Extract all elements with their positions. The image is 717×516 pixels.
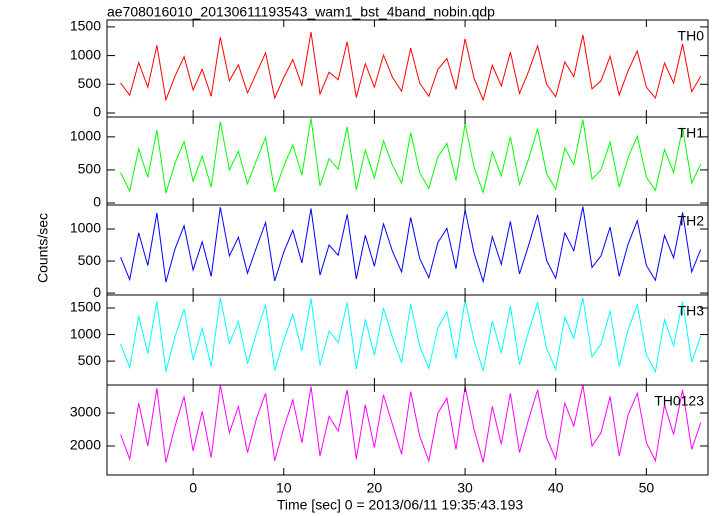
light-curve	[120, 32, 702, 102]
y-axis-label: Counts/sec	[35, 213, 51, 283]
y-tick-label: 3000	[70, 404, 101, 420]
panel-label: TH1	[678, 125, 705, 141]
y-tick-label: 500	[78, 75, 102, 91]
light-curve	[120, 118, 702, 195]
x-tick-label: 50	[639, 480, 655, 496]
y-tick-label: 1000	[70, 325, 101, 341]
y-tick-label: 500	[78, 252, 102, 268]
x-axis-label: Time [sec] 0 = 2013/06/11 19:35:43.193	[277, 497, 524, 513]
light-curve	[120, 206, 702, 284]
y-tick-label: 1000	[70, 128, 101, 144]
x-tick-label: 0	[189, 480, 197, 496]
y-tick-label: 0	[93, 284, 101, 300]
y-tick-label: 0	[93, 194, 101, 210]
panel-frame	[106, 116, 709, 206]
y-tick-label: 500	[78, 161, 102, 177]
y-tick-label: 500	[78, 352, 102, 368]
panel-frame	[106, 19, 709, 118]
panel-label: TH0	[678, 28, 705, 44]
light-curve	[120, 384, 702, 463]
panel-frame	[106, 384, 709, 476]
y-tick-label: 1000	[70, 46, 101, 62]
y-tick-label: 1000	[70, 220, 101, 236]
panel-frame	[106, 204, 709, 296]
y-tick-label: 1500	[70, 18, 101, 34]
panel-label: TH2	[678, 213, 705, 229]
panel-label: TH3	[678, 303, 705, 319]
panel-label: TH0123	[654, 393, 704, 409]
y-tick-label: 0	[93, 104, 101, 120]
chart-title: ae708016010_20130611193543_wam1_bst_4ban…	[107, 4, 495, 20]
x-tick-label: 20	[367, 480, 383, 496]
light-curve	[120, 297, 702, 374]
x-tick-label: 10	[276, 480, 292, 496]
x-tick-label: 40	[548, 480, 564, 496]
y-tick-label: 1500	[70, 299, 101, 315]
y-tick-label: 2000	[70, 437, 101, 453]
x-tick-label: 30	[457, 480, 473, 496]
panel-frame	[106, 294, 709, 386]
